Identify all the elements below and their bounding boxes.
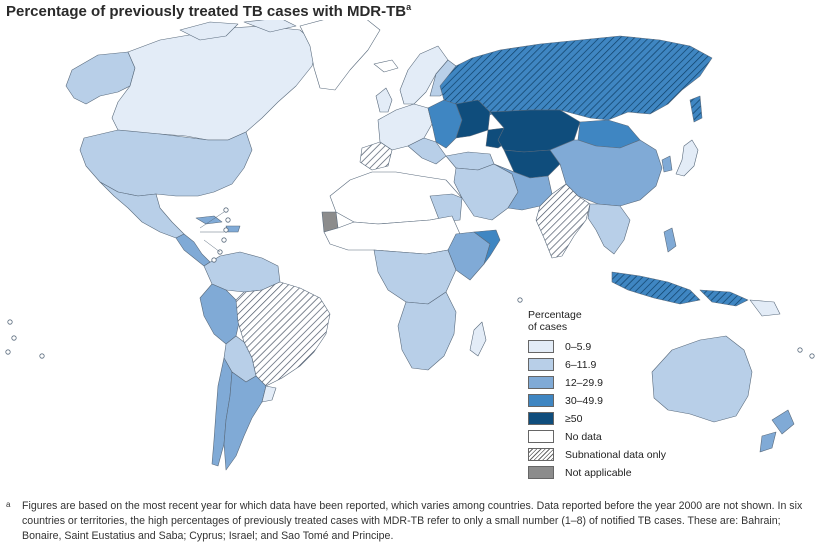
indian-ocean-island-marker	[517, 297, 523, 303]
oceania-island-marker	[809, 353, 815, 359]
legend-label: Not applicable	[565, 467, 632, 479]
legend-label: ≥50	[565, 413, 583, 425]
iberia-region	[359, 141, 393, 171]
footnote-text: Figures are based on the most recent yea…	[22, 500, 803, 542]
argentina-region	[223, 371, 267, 471]
middle-east-region	[453, 163, 519, 221]
pacific-island-marker	[7, 319, 13, 325]
korea-region	[661, 155, 673, 173]
footnote: a Figures are based on the most recent y…	[6, 499, 816, 544]
map-legend: Percentage of cases 0–5.9 6–11.9 12–29.9…	[528, 309, 718, 483]
legend-swatch	[528, 430, 554, 443]
caribbean-island-marker	[225, 217, 231, 223]
legend-items: 0–5.9 6–11.9 12–29.9 30–49.9 ≥50 No data…	[528, 339, 718, 483]
legend-label: 30–49.9	[565, 395, 603, 407]
map-title: Percentage of previously treated TB case…	[6, 2, 411, 20]
caribbean-leader-line	[199, 211, 225, 229]
philippines-region	[663, 227, 677, 253]
alaska-region	[65, 51, 136, 105]
brazil-region	[235, 281, 331, 387]
arctic-islands	[179, 20, 297, 41]
legend-swatch	[528, 466, 554, 479]
caribbean-island-marker	[211, 257, 217, 263]
caribbean-leader-line	[203, 239, 221, 253]
legend-item-30-49.9: 30–49.9	[528, 393, 718, 411]
oceania-island-marker	[797, 347, 803, 353]
iceland-region	[373, 59, 399, 73]
legend-label: 12–29.9	[565, 377, 603, 389]
caribbean-island-marker	[221, 237, 227, 243]
legend-swatch	[528, 394, 554, 407]
legend-item-12-29.9: 12–29.9	[528, 375, 718, 393]
legend-item-6-11.9: 6–11.9	[528, 357, 718, 375]
kamchatka-region	[689, 95, 703, 123]
legend-item-0-5.9: 0–5.9	[528, 339, 718, 357]
title-footnote-marker: a	[406, 2, 412, 12]
legend-title: Percentage of cases	[528, 309, 582, 333]
png-region	[749, 299, 781, 317]
uruguay-region	[261, 385, 277, 403]
japan-region	[675, 139, 699, 177]
indonesia-region	[611, 271, 749, 307]
australia-region	[651, 335, 753, 423]
legend-label: Subnational data only	[565, 449, 666, 461]
caribbean-island-marker	[223, 207, 229, 213]
peru-region	[199, 283, 241, 345]
legend-label: 0–5.9	[565, 341, 592, 353]
legend-item-not-applicable: Not applicable	[528, 465, 718, 483]
legend-swatch	[528, 340, 554, 353]
world-map	[5, 20, 815, 471]
uk-region	[375, 87, 393, 113]
pacific-island-marker	[11, 335, 17, 341]
legend-item-50-plus: ≥50	[528, 411, 718, 429]
legend-swatch	[528, 412, 554, 425]
greenland-region	[299, 20, 381, 91]
central-america-region	[175, 233, 211, 267]
india-region	[535, 183, 591, 259]
legend-swatch	[528, 376, 554, 389]
title-text: Percentage of previously treated TB case…	[6, 3, 407, 20]
legend-label: 6–11.9	[565, 359, 597, 371]
legend-swatch	[528, 358, 554, 371]
legend-item-subnational: Subnational data only	[528, 447, 718, 465]
pacific-island-marker	[5, 349, 11, 355]
caribbean-island-marker	[223, 227, 229, 233]
legend-item-no-data: No data	[528, 429, 718, 447]
southern-africa-region	[397, 291, 457, 371]
pacific-island-marker	[39, 353, 45, 359]
caribbean-islands	[195, 215, 241, 233]
legend-label: No data	[565, 431, 602, 443]
horn-of-africa-region	[473, 229, 501, 265]
egypt-region	[429, 193, 463, 223]
canada-region	[111, 25, 319, 141]
madagascar-region	[469, 321, 487, 357]
southeast-asia-region	[587, 203, 631, 255]
footnote-marker: a	[6, 500, 11, 509]
new-zealand-region	[759, 409, 795, 453]
legend-swatch	[528, 448, 554, 461]
ukraine-region	[455, 99, 491, 139]
